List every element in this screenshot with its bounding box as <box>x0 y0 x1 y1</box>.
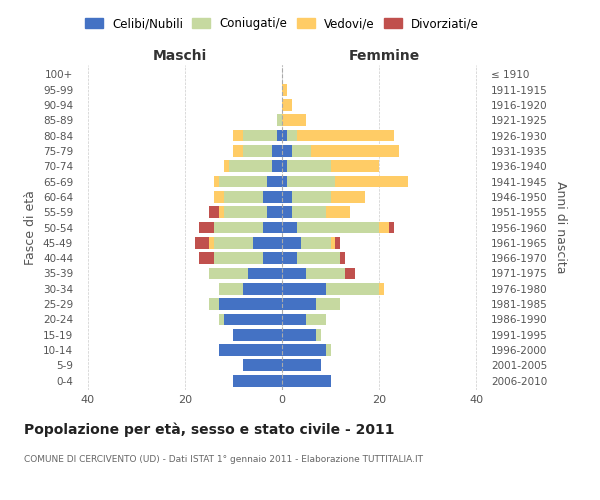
Bar <box>379 283 384 295</box>
Bar <box>243 130 277 141</box>
Bar <box>233 145 243 157</box>
Bar <box>345 268 355 280</box>
Bar <box>229 160 272 172</box>
Bar <box>331 191 365 203</box>
Bar <box>292 191 331 203</box>
Bar <box>292 145 311 157</box>
Bar <box>282 344 326 356</box>
Bar <box>296 222 379 234</box>
Bar <box>335 176 408 188</box>
Bar <box>282 191 292 203</box>
Bar <box>224 314 282 326</box>
Bar <box>287 130 296 141</box>
Bar <box>282 314 306 326</box>
Bar <box>214 252 263 264</box>
Bar <box>248 268 282 280</box>
Bar <box>292 206 326 218</box>
Text: Popolazione per età, sesso e stato civile - 2011: Popolazione per età, sesso e stato civil… <box>24 422 395 437</box>
Y-axis label: Fasce di età: Fasce di età <box>25 190 37 265</box>
Bar <box>282 206 292 218</box>
Bar <box>263 252 282 264</box>
Bar <box>282 252 296 264</box>
Y-axis label: Anni di nascita: Anni di nascita <box>554 181 567 274</box>
Bar <box>282 160 287 172</box>
Bar <box>340 252 345 264</box>
Bar <box>316 329 321 341</box>
Bar <box>277 130 282 141</box>
Bar <box>277 114 282 126</box>
Bar <box>389 222 394 234</box>
Bar <box>194 237 209 249</box>
Bar <box>282 360 321 372</box>
Bar <box>282 329 316 341</box>
Bar <box>214 176 219 188</box>
Bar <box>243 145 272 157</box>
Bar <box>326 344 331 356</box>
Bar <box>282 268 306 280</box>
Bar <box>282 222 296 234</box>
Bar <box>219 283 243 295</box>
Legend: Celibi/Nubili, Coniugati/e, Vedovi/e, Divorziati/e: Celibi/Nubili, Coniugati/e, Vedovi/e, Di… <box>80 12 484 35</box>
Bar <box>268 206 282 218</box>
Bar <box>214 191 224 203</box>
Bar <box>263 191 282 203</box>
Bar <box>209 298 219 310</box>
Bar <box>272 160 282 172</box>
Bar <box>287 160 331 172</box>
Bar <box>296 130 394 141</box>
Bar <box>209 268 248 280</box>
Bar <box>282 99 292 111</box>
Bar <box>282 283 326 295</box>
Bar <box>331 160 379 172</box>
Bar <box>219 344 282 356</box>
Bar <box>282 84 287 96</box>
Bar <box>282 145 292 157</box>
Bar <box>331 237 335 249</box>
Bar <box>335 237 340 249</box>
Bar <box>282 176 287 188</box>
Bar <box>243 360 282 372</box>
Bar <box>243 283 282 295</box>
Bar <box>282 237 301 249</box>
Bar <box>214 237 253 249</box>
Bar <box>306 268 345 280</box>
Bar <box>296 252 340 264</box>
Bar <box>316 298 340 310</box>
Bar <box>224 191 263 203</box>
Bar <box>209 237 214 249</box>
Bar <box>326 206 350 218</box>
Bar <box>219 298 282 310</box>
Bar <box>306 314 326 326</box>
Bar <box>253 237 282 249</box>
Bar <box>224 206 268 218</box>
Bar <box>233 329 282 341</box>
Bar <box>233 375 282 387</box>
Bar <box>214 222 263 234</box>
Bar <box>209 206 219 218</box>
Bar <box>282 298 316 310</box>
Bar <box>199 252 214 264</box>
Bar <box>268 176 282 188</box>
Bar <box>224 160 229 172</box>
Bar <box>233 130 243 141</box>
Bar <box>379 222 389 234</box>
Bar <box>199 222 214 234</box>
Bar <box>282 375 331 387</box>
Bar <box>326 283 379 295</box>
Text: COMUNE DI CERCIVENTO (UD) - Dati ISTAT 1° gennaio 2011 - Elaborazione TUTTITALIA: COMUNE DI CERCIVENTO (UD) - Dati ISTAT 1… <box>24 455 423 464</box>
Bar <box>282 114 306 126</box>
Bar <box>219 206 224 218</box>
Bar <box>219 176 268 188</box>
Text: Maschi: Maschi <box>153 50 207 64</box>
Bar <box>263 222 282 234</box>
Text: Femmine: Femmine <box>349 50 419 64</box>
Bar <box>311 145 398 157</box>
Bar <box>272 145 282 157</box>
Bar <box>219 314 224 326</box>
Bar <box>287 176 335 188</box>
Bar <box>282 130 287 141</box>
Bar <box>301 237 331 249</box>
